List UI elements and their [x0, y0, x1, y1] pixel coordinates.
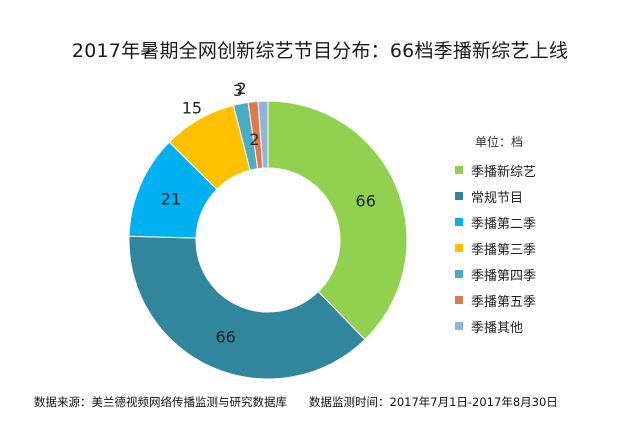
data-label-2: 66	[215, 328, 235, 347]
legend-swatch	[455, 244, 463, 252]
legend-label: 季播第五季	[471, 294, 537, 310]
legend-item: 季播新综艺	[455, 157, 635, 183]
legend-swatch	[455, 166, 463, 174]
chart-title: 2017年暑期全网创新综艺节目分布：66档季播新综艺上线	[71, 40, 569, 62]
legend-label: 季播第二季	[471, 216, 537, 232]
data-label-4: 15	[182, 98, 202, 117]
data-label-3: 21	[161, 190, 181, 209]
legend-swatch	[455, 218, 463, 226]
data-label-1: 66	[356, 191, 376, 210]
legend-label: 季播第三季	[471, 242, 537, 258]
data-label-5: 3	[233, 81, 243, 100]
legend-swatch	[455, 192, 463, 200]
legend-label: 季播新综艺	[471, 164, 537, 180]
footer-source: 数据来源：美兰德视频网络传播监测与研究数据库	[34, 395, 287, 409]
legend-item: 季播第五季	[455, 287, 635, 313]
slice-7	[257, 100, 269, 169]
legend-item: 季播第三季	[455, 235, 635, 261]
legend-item: 季播第四季	[455, 261, 635, 287]
legend-item: 季播第二季	[455, 209, 635, 235]
legend-swatch	[455, 322, 463, 330]
footer-period: 数据监测时间：2017年7月1日-2017年8月30日	[309, 395, 558, 409]
data-label-6: 2	[236, 79, 246, 98]
footer: 数据来源：美兰德视频网络传播监测与研究数据库 数据监测时间：2017年7月1日-2…	[34, 394, 558, 410]
legend-label: 季播第四季	[471, 268, 537, 284]
legend-swatch	[455, 270, 463, 278]
legend-label: 季播其他	[471, 320, 524, 336]
legend-item: 常规节目	[455, 183, 635, 209]
slice-2	[128, 235, 366, 380]
data-label-7: 2	[249, 130, 259, 149]
slice-1	[267, 100, 408, 341]
legend: 季播新综艺 常规节目 季播第二季 季播第三季 季播第四季 季播第五季 季播其他	[455, 157, 635, 339]
legend-swatch	[455, 296, 463, 304]
legend-label: 常规节目	[471, 190, 524, 206]
legend-item: 季播其他	[455, 313, 635, 339]
legend-unit-label: 单位：档	[475, 135, 524, 149]
